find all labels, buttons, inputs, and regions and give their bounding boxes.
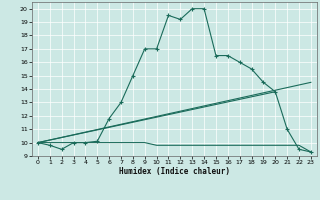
X-axis label: Humidex (Indice chaleur): Humidex (Indice chaleur) [119, 167, 230, 176]
